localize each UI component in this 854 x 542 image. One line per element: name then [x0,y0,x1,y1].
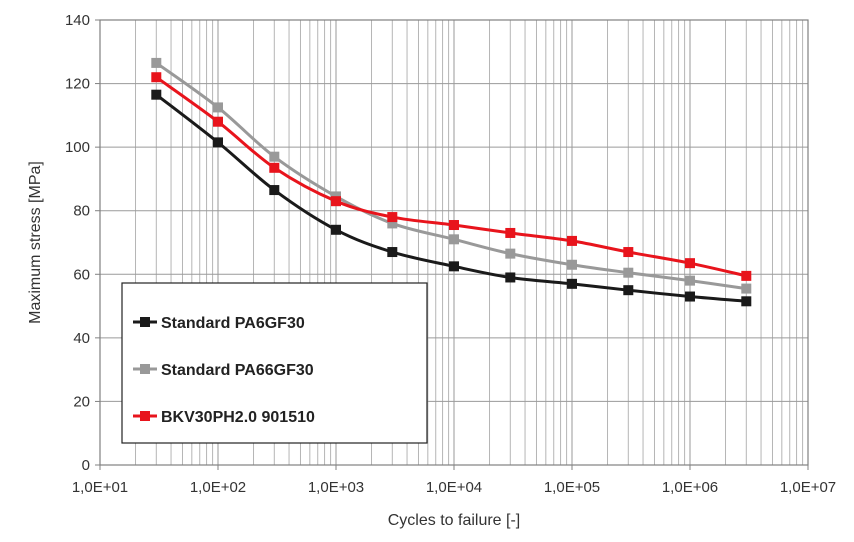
legend-label: BKV30PH2.0 901510 [161,409,315,426]
data-point [387,218,398,229]
legend-label: Standard PA6GF30 [161,315,305,332]
data-point [741,296,752,307]
data-point [567,278,577,289]
data-point [269,162,280,173]
data-point [449,234,459,245]
legend-box [121,282,428,444]
data-point [151,57,162,68]
legend-swatch-marker [140,317,150,327]
legend: Standard PA6GF30 Standard PA66GF30 BKV30PH… [121,282,428,444]
legend-swatch-marker [140,411,150,421]
data-point [567,235,577,246]
x-tick-label: 1,0E+06 [662,479,718,496]
y-tick-label: 60 [73,266,90,283]
x-axis-label: Cycles to failure [-] [388,512,520,529]
data-point [213,102,223,113]
y-tick-label: 20 [73,393,90,410]
data-point [213,137,223,148]
axes: 0 20 40 60 80 100 120 140 1,0E+01 1,0E+02 1,0E+03 1… [65,12,836,496]
y-tick-label: 100 [65,139,90,156]
data-point [741,283,752,294]
data-point [623,267,634,278]
data-point [741,270,752,281]
x-tick-label: 1,0E+02 [190,479,246,496]
x-tick-label: 1,0E+03 [308,479,364,496]
data-point [151,89,162,100]
data-point [685,291,695,302]
y-tick-label: 140 [65,12,90,29]
legend-item: Standard PA66GF30 [133,362,314,379]
series-layer [151,57,752,307]
y-tick-label: 80 [73,203,90,220]
data-point [151,72,162,83]
data-point [331,224,341,235]
x-tick-label: 1,0E+05 [544,479,600,496]
x-tick-label: 1,0E+04 [426,479,482,496]
data-point [505,248,516,259]
y-tick-label: 0 [82,457,90,474]
data-point [449,261,459,272]
data-point [623,285,634,296]
data-point [331,196,341,207]
legend-item: BKV30PH2.0 901510 [133,409,315,426]
y-axis-label: Maximum stress [MPa] [27,161,44,324]
data-point [685,258,695,269]
data-point [567,259,577,270]
legend-swatch-marker [140,364,150,374]
x-tick-label: 1,0E+07 [780,479,836,496]
data-point [387,212,398,223]
data-point [387,247,398,258]
legend-label: Standard PA66GF30 [161,362,314,379]
series-standard-pa6gf30 [151,89,752,307]
data-point [623,247,634,258]
data-point [269,151,280,162]
legend-item: Standard PA6GF30 [133,315,305,332]
data-point [449,220,459,231]
y-tick-label: 120 [65,76,90,93]
data-point [505,227,516,238]
data-point [269,185,280,196]
series-bkv30ph2-0-901510 [151,72,752,281]
x-tick-label: 1,0E+01 [72,479,128,496]
data-point [213,116,223,127]
y-tick-label: 40 [73,330,90,347]
data-point [505,272,516,283]
data-point [685,275,695,286]
